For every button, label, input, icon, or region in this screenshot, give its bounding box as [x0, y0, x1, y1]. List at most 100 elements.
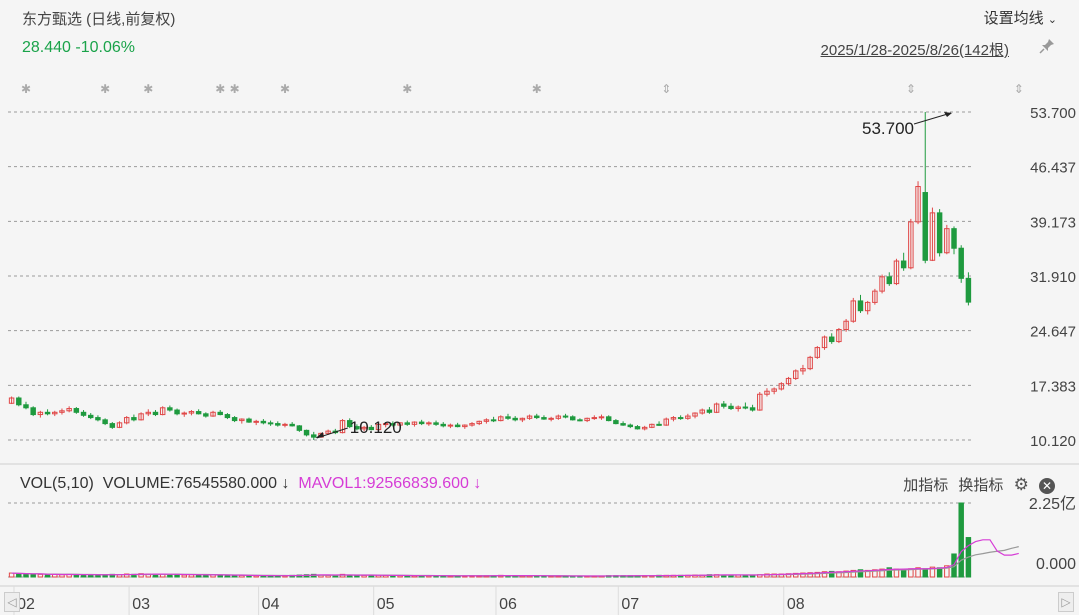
volume-bar [764, 573, 770, 578]
candle-body [131, 417, 137, 421]
candle-body [944, 228, 950, 254]
pin-icon[interactable] [1039, 38, 1055, 58]
candle-body [929, 212, 936, 261]
candle-body [843, 320, 849, 331]
candle-body [685, 415, 691, 419]
change-percent: -10.06% [75, 39, 135, 56]
candle-body [613, 420, 619, 425]
candle-body [159, 407, 166, 416]
event-marker: ⇕ [906, 82, 916, 96]
candle-body [490, 419, 497, 422]
candle-body [325, 430, 331, 434]
chevron-down-icon: ⌄ [1047, 14, 1057, 26]
candle-body [289, 423, 295, 427]
candle-body [361, 426, 367, 430]
candle-body [203, 413, 209, 417]
candle-body [311, 434, 317, 438]
event-marker: ✱ [280, 82, 290, 96]
low-label: 10.120 [350, 418, 402, 437]
volume-bar [900, 569, 907, 578]
candlestick-chart[interactable]: 53.700 46.437 39.173 31.910 24.647 17.383 10.1… [0, 0, 1079, 465]
volume-bar [929, 566, 936, 578]
ma-setting-label: 设置均线 [983, 10, 1044, 27]
candle-body [936, 212, 943, 254]
candle-body [785, 377, 792, 385]
switch-indicator-button[interactable]: 换指标 [958, 477, 1004, 494]
x-tick-label: 05 [377, 596, 395, 613]
candle-body [483, 419, 490, 422]
candle-body [368, 426, 375, 431]
date-range[interactable]: 2025/1/28-2025/8/26(142根) [820, 42, 1009, 59]
close-icon[interactable]: ✕ [1039, 478, 1055, 495]
event-marker: ✱ [100, 82, 110, 96]
candle-body [188, 411, 195, 414]
scroll-right-button[interactable]: ▷ [1058, 592, 1074, 612]
candle-body [462, 424, 468, 428]
candle-body [418, 421, 425, 425]
candle-body [303, 429, 310, 436]
y-tick-label: 17.383 [1030, 378, 1076, 395]
candle-body [634, 426, 641, 430]
candle-body [677, 417, 684, 420]
x-tick-label: 08 [787, 596, 805, 613]
candle-body [735, 406, 741, 410]
x-axis: 02 03 04 05 06 07 08 [0, 585, 1079, 615]
candle-body [922, 192, 928, 261]
candle-body [138, 413, 144, 421]
candle-body [224, 414, 231, 419]
ma-setting-button[interactable]: 设置均线 ⌄ [984, 7, 1057, 28]
y-tick-label: 24.647 [1030, 324, 1076, 341]
candle-body [339, 420, 346, 434]
volume-bar [80, 574, 87, 578]
candle-body [440, 423, 446, 427]
mavol-value: MAVOL1:92566839.600 [298, 475, 469, 492]
gear-icon[interactable]: ⚙ [1013, 475, 1029, 494]
volume-bar [181, 574, 187, 578]
high-arrowhead [944, 112, 953, 117]
volume-bar [821, 571, 828, 578]
candle-body [476, 420, 482, 425]
price-change: 28.440 -10.06% [22, 39, 135, 57]
volume-bar [958, 502, 964, 578]
volume-chart[interactable]: 2.25亿 0.000 [0, 495, 1079, 585]
candle-body [454, 424, 461, 428]
volume-bar [828, 570, 835, 578]
candle-body [900, 260, 907, 269]
volume-bar [44, 574, 51, 578]
volume-bar [915, 567, 921, 578]
event-marker: ✱ [143, 82, 153, 96]
candle-body [95, 417, 101, 421]
candle-body [749, 407, 756, 411]
candle-body [958, 247, 964, 279]
volume-legend: VOL(5,10) VOLUME:76545580.000 ↓ MAVOL1:9… [20, 475, 481, 493]
candle-body [404, 422, 410, 425]
mavol5-line [11, 539, 1019, 577]
candle-body [828, 336, 835, 343]
candle-body [145, 411, 152, 415]
candle-body [721, 403, 727, 407]
event-marker: ✱ [230, 82, 240, 96]
candle-body [778, 383, 785, 390]
volume-bar [814, 571, 821, 578]
indicator-tools: 加指标 换指标 ⚙ ✕ [897, 474, 1055, 495]
event-marker: ✱ [532, 82, 542, 96]
candle-body [908, 221, 914, 269]
candle-body [23, 404, 29, 409]
candle-body [239, 418, 245, 422]
candle-body [8, 397, 15, 404]
candle-body [382, 423, 389, 426]
candle-body [591, 417, 598, 420]
last-price: 28.440 [22, 39, 71, 56]
volume-bar [944, 565, 950, 578]
candle-body [821, 336, 828, 349]
candle-body [584, 417, 590, 422]
candle-body [296, 425, 303, 431]
add-indicator-button[interactable]: 加指标 [903, 477, 949, 494]
scroll-left-button[interactable]: ◁ [4, 592, 20, 612]
candle-body [534, 415, 540, 419]
candle-body [526, 415, 533, 419]
candle-body [88, 414, 94, 419]
candle-body [282, 423, 288, 426]
candle-body [728, 405, 734, 410]
candle-body [195, 411, 202, 415]
